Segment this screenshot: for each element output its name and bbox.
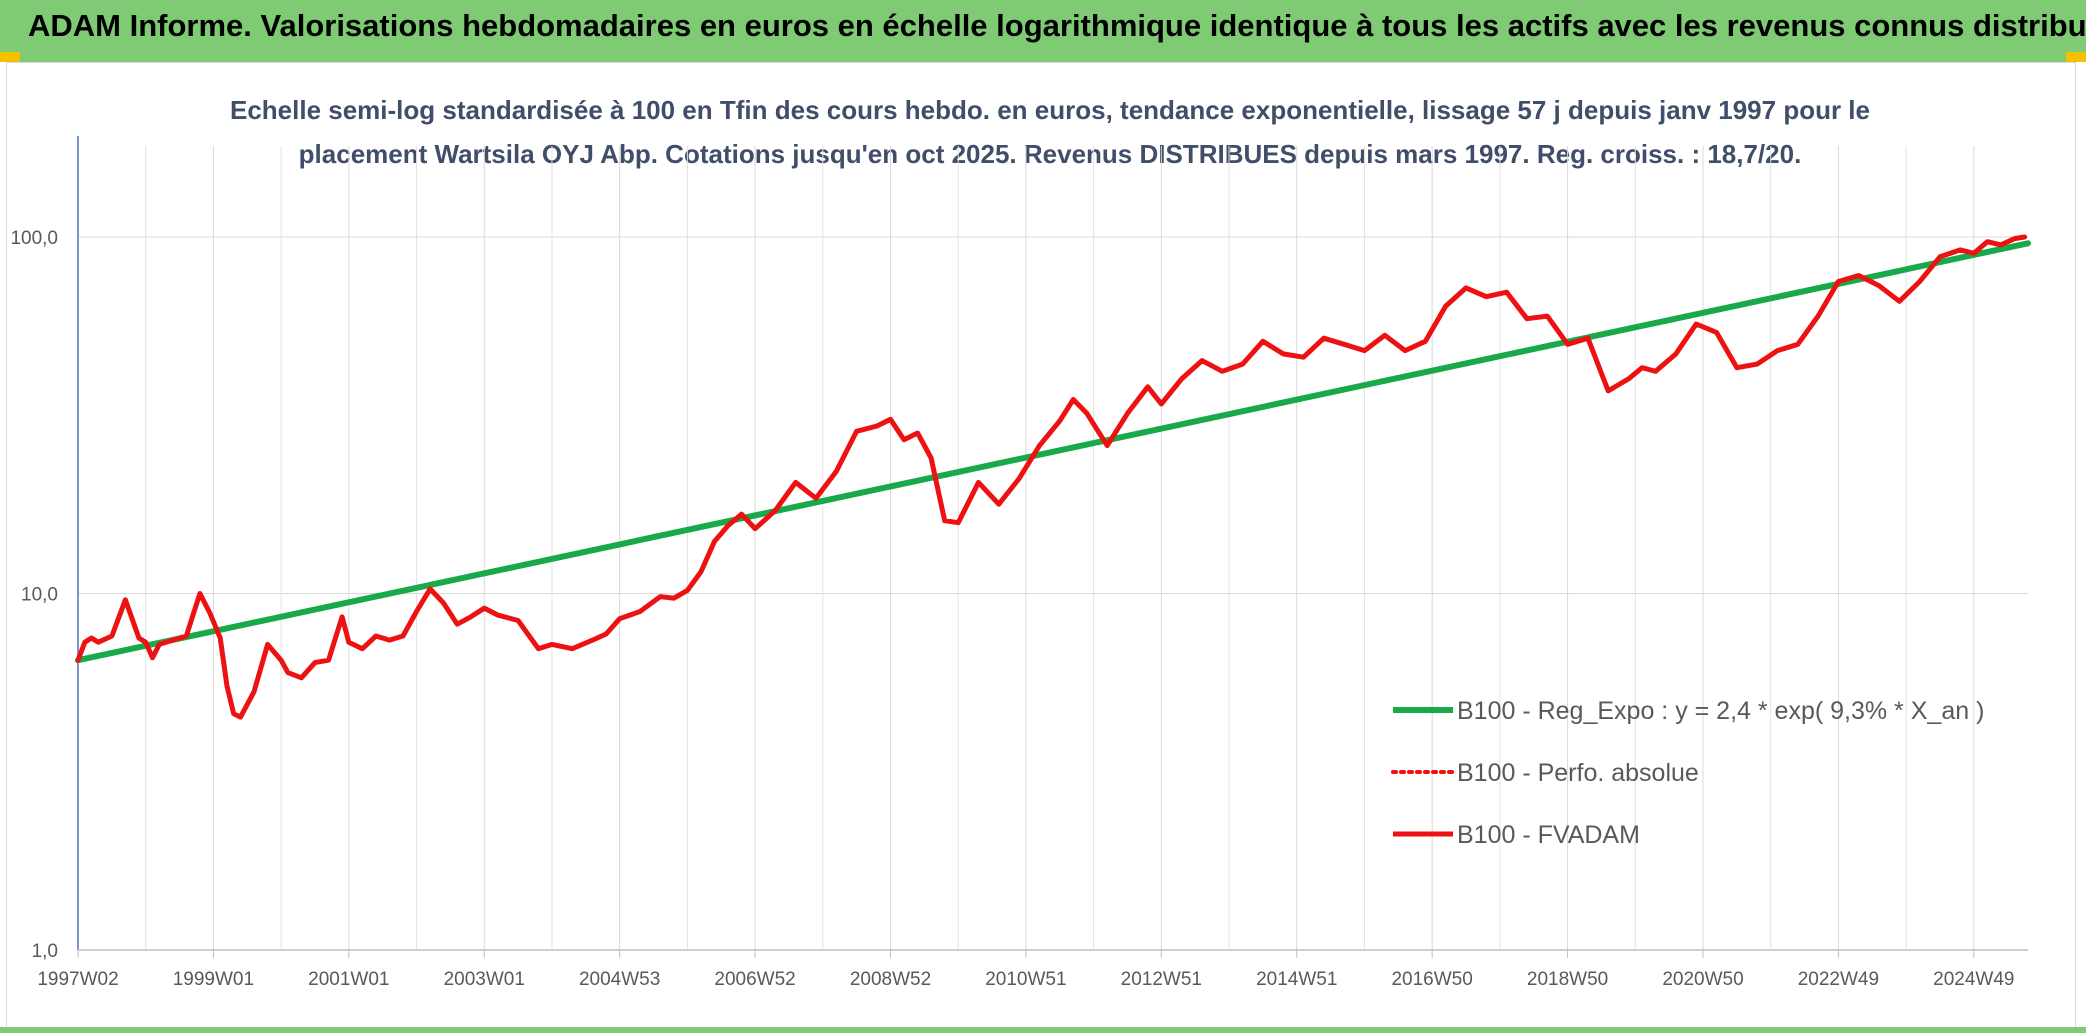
x-tick-label: 1997W02 [37,969,118,990]
x-tick-label: 2014W51 [1256,969,1337,990]
x-tick-label: 2022W49 [1798,969,1879,990]
y-tick-label: 100,0 [10,228,58,249]
x-tick-label: 2001W01 [308,969,389,990]
x-tick-label: 2004W53 [579,969,660,990]
x-tick-label: 2003W01 [444,969,525,990]
x-tick-label: 2024W49 [1933,969,2014,990]
x-tick-label: 2018W50 [1527,969,1608,990]
x-tick-label: 2020W50 [1662,969,1743,990]
corner-mark-left [0,52,20,62]
series-line-3 [75,234,2028,720]
legend-label-3: B100 - FVADAM [1457,821,1640,849]
series-line-1 [75,240,2031,664]
y-tick-label: 10,0 [21,585,58,606]
chart-subtitle-line2: placement Wartsila OYJ Abp. Cotations ju… [298,139,1802,169]
x-tick-label: 2006W52 [714,969,795,990]
chart-subtitle: Echelle semi-log standardisée à 100 en T… [150,88,1950,176]
legend-label-2: B100 - Perfo. absolue [1457,759,1699,787]
x-tick-label: 1999W01 [173,969,254,990]
y-tick-label: 1,0 [32,941,58,962]
y-tick-labels: 1,0 10,0 100,0 [10,228,58,962]
corner-mark-right [2066,52,2086,62]
chart-subtitle-line1: Echelle semi-log standardisée à 100 en T… [229,95,1870,125]
x-tick-labels: 1997W02 1999W01 2001W01 2003W01 2004W53 2006W… [37,969,2014,990]
bottom-band [0,1027,2086,1033]
x-tick-label: 2010W51 [985,969,1066,990]
x-tick-label: 2008W52 [850,969,931,990]
legend-label-1: B100 - Reg_Expo : y = 2,4 * exp( 9,3% * … [1457,697,1984,725]
x-tick-label: 2016W50 [1391,969,1472,990]
legend: B100 - Reg_Expo : y = 2,4 * exp( 9,3% * … [1391,697,1984,849]
x-tick-label: 2012W51 [1121,969,1202,990]
report-title: ADAM Informe. Valorisations hebdomadaire… [28,8,2086,43]
gridlines [77,135,2028,958]
title-banner: ADAM Informe. Valorisations hebdomadaire… [0,0,2086,62]
plot-area [75,234,2031,720]
